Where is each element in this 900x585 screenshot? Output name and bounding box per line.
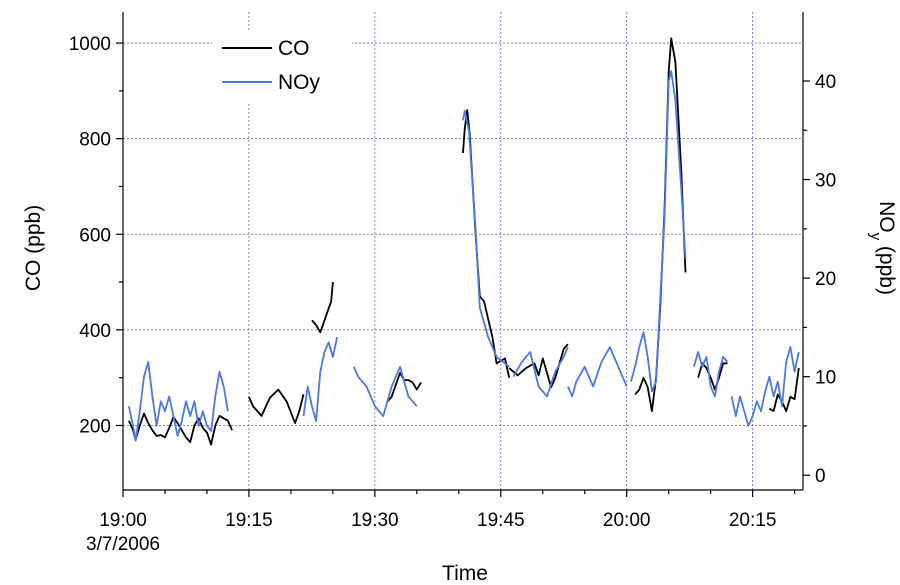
series-noy-segment-0 (128, 360, 229, 442)
y-left-tick-label-1: 400 (79, 321, 111, 342)
series-co-segment-0 (128, 412, 233, 446)
y-left-tick-label-2: 600 (79, 225, 111, 246)
series-co-segment-2 (311, 282, 334, 334)
x-tick-label-5: 20:15 (729, 510, 777, 531)
x-tick-label-0: 19:00 (99, 510, 147, 531)
y-axis-right-title: NOy (ppb) (868, 201, 899, 295)
series-layer (128, 37, 800, 446)
legend-label-0: CO (278, 37, 310, 60)
series-noy-segment-7 (693, 351, 729, 398)
series-co-segment-3 (386, 371, 422, 403)
series-co-segment-1 (248, 388, 305, 425)
grid (123, 12, 803, 490)
y-axis-right-title-main: NO (875, 201, 898, 233)
series-noy-segment-4 (512, 346, 569, 398)
tick-layer: 200 400 600 800 1000 0 10 20 30 40 19:00 3/7/2006 19… (69, 34, 836, 555)
x-axis-title: Time (442, 562, 488, 585)
axes (122, 12, 804, 491)
y-right-tick-label-1: 10 (815, 368, 836, 389)
x-tick-label-2: 19:30 (351, 510, 399, 531)
series-noy-segment-2 (353, 365, 418, 418)
series-co-segment-6 (634, 37, 687, 413)
y-right-tick-label-2: 20 (815, 269, 836, 290)
y-right-tick-label-0: 0 (815, 466, 826, 487)
x-tick-sublabel-0: 3/7/2006 (86, 534, 160, 555)
series-noy-segment-6 (630, 70, 687, 393)
series-noy-segment-8 (730, 346, 800, 427)
y-axis-right-title-sub: y (868, 233, 885, 241)
y-right-tick-label-3: 30 (815, 171, 836, 192)
y-axis-right-title-suffix: (ppb) (875, 240, 898, 295)
y-left-tick-label-0: 200 (79, 416, 111, 437)
y-left-tick-label-3: 800 (79, 130, 111, 151)
series-noy-segment-3 (462, 109, 510, 368)
x-tick-label-1: 19:15 (225, 510, 273, 531)
legend-label-1: NOy (278, 71, 321, 94)
series-co-segment-5 (508, 343, 569, 389)
legend-background (212, 30, 352, 102)
y-right-tick-label-4: 40 (815, 72, 836, 93)
y-left-tick-label-4: 1000 (69, 34, 111, 55)
series-co-segment-8 (768, 367, 800, 413)
series-noy-segment-5 (567, 346, 628, 398)
x-tick-label-3: 19:45 (477, 510, 525, 531)
x-tick-label-4: 20:00 (603, 510, 651, 531)
series-noy-segment-1 (302, 337, 338, 422)
y-axis-left-title: CO (ppb) (22, 205, 45, 291)
series-noy (128, 70, 800, 442)
legend: CO NOy (212, 30, 352, 102)
